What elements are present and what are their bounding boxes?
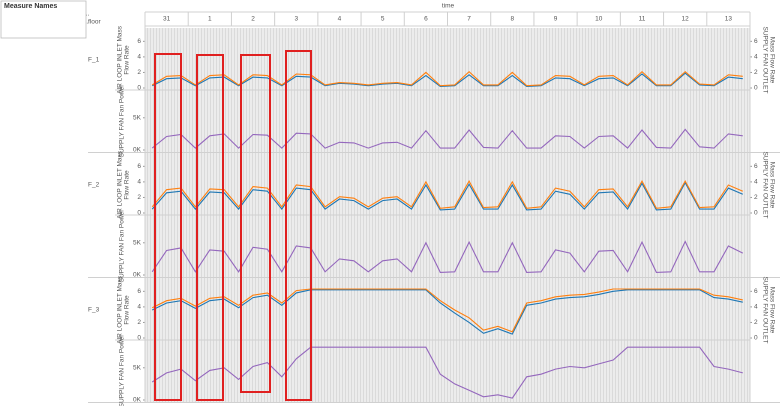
y-tick-label: 4 — [137, 54, 141, 61]
y2-tick-label: 6 — [754, 38, 758, 45]
power-tick-label: 5K — [133, 364, 142, 371]
highlight-box — [154, 53, 182, 401]
x-tick-label: 13 — [725, 16, 733, 23]
y-axis-title: AIR LOOP INLET Mass — [117, 275, 124, 344]
facet-label: F_1 — [88, 57, 100, 64]
y2-tick-label: 2 — [754, 319, 758, 326]
power-axis-title: SUPPLY FAN Fan Power — [119, 84, 126, 158]
y2-axis-title: SUPPLY FAN OUTLET — [761, 27, 768, 94]
x-tick-label: 1 — [208, 16, 212, 23]
series-line — [151, 289, 743, 335]
x-tick-label: 11 — [639, 16, 646, 23]
y2-axis-title: Mass Flow Rate — [768, 287, 775, 334]
power-tick-label: 0K — [133, 147, 142, 154]
y2-tick-label: 4 — [754, 179, 758, 186]
series-line — [151, 179, 744, 209]
series-line — [151, 288, 743, 333]
y2-tick-label: 0 — [754, 85, 758, 92]
facet-label: F_2 — [88, 182, 100, 189]
x-tick-label: 12 — [682, 16, 690, 23]
y-axis-title: Flow Rate — [124, 170, 131, 200]
power-axis-title: SUPPLY FAN Fan Power — [119, 334, 126, 406]
y-tick-label: 0 — [137, 210, 141, 217]
facet-label: F_3 — [88, 307, 100, 314]
x-tick-label: 4 — [338, 16, 342, 23]
facet-title: floor — [88, 19, 101, 26]
y-tick-label: 6 — [137, 38, 141, 45]
highlight-box — [240, 54, 271, 393]
plot-background — [88, 28, 780, 403]
power-tick-label: 0K — [133, 272, 142, 279]
series-line — [151, 72, 743, 87]
y2-tick-label: 2 — [754, 194, 758, 201]
x-tick-label: 2 — [251, 16, 255, 23]
y-axis-title: AIR LOOP INLET Mass — [117, 25, 124, 94]
x-title: time — [442, 3, 455, 10]
highlight-box — [196, 54, 224, 401]
series-line — [151, 346, 743, 399]
y-tick-label: 2 — [137, 194, 141, 201]
y-tick-label: 0 — [137, 335, 141, 342]
y-tick-label: 6 — [137, 163, 141, 170]
legend-title: Measure Names — [4, 3, 57, 10]
chart-layer: AIR LOOP INLET Mass Flo..SUPPLY FAN OUTL… — [4, 11, 775, 407]
y2-axis-title: Mass Flow Rate — [768, 162, 775, 209]
power-tick-label: 5K — [133, 239, 142, 246]
x-tick-label: 8 — [511, 16, 515, 23]
series-line — [151, 240, 744, 273]
y-tick-label: 2 — [137, 319, 141, 326]
y2-axis-title: SUPPLY FAN OUTLET — [761, 152, 768, 219]
y2-tick-label: 0 — [754, 210, 758, 217]
power-tick-label: 5K — [133, 114, 142, 121]
x-tick-label: 31 — [163, 16, 171, 23]
y-tick-label: 2 — [137, 69, 141, 76]
y2-tick-label: 0 — [754, 335, 758, 342]
y-axis-title: Flow Rate — [124, 295, 131, 325]
series-line — [151, 70, 743, 87]
legend-box — [0, 0, 87, 39]
y-tick-label: 6 — [137, 288, 141, 295]
highlight-box — [285, 50, 312, 401]
y2-tick-label: 4 — [754, 304, 758, 311]
y2-tick-label: 2 — [754, 69, 758, 76]
x-tick-label: 7 — [467, 16, 471, 23]
y-tick-label: 0 — [137, 85, 141, 92]
y-tick-label: 4 — [137, 304, 141, 311]
series-line — [151, 181, 744, 211]
x-tick-label: 5 — [381, 16, 385, 23]
power-axis-title: SUPPLY FAN Fan Power — [119, 209, 126, 283]
x-tick-label: 6 — [424, 16, 428, 23]
y2-axis-title: Mass Flow Rate — [768, 37, 775, 84]
y-axis-title: Flow Rate — [124, 45, 131, 75]
series-line — [151, 128, 743, 149]
y2-tick-label: 6 — [754, 288, 758, 295]
x-tick-label: 10 — [595, 16, 603, 23]
y-tick-label: 4 — [137, 179, 141, 186]
y2-axis-title: SUPPLY FAN OUTLET — [761, 277, 768, 344]
x-tick-label: 3 — [294, 16, 298, 23]
highlight-boxes — [154, 50, 312, 401]
y2-tick-label: 6 — [754, 163, 758, 170]
power-tick-label: 0K — [133, 397, 142, 404]
y-axis-title: AIR LOOP INLET Mass — [117, 150, 124, 219]
x-tick-label: 9 — [554, 16, 558, 23]
y2-tick-label: 4 — [754, 54, 758, 61]
